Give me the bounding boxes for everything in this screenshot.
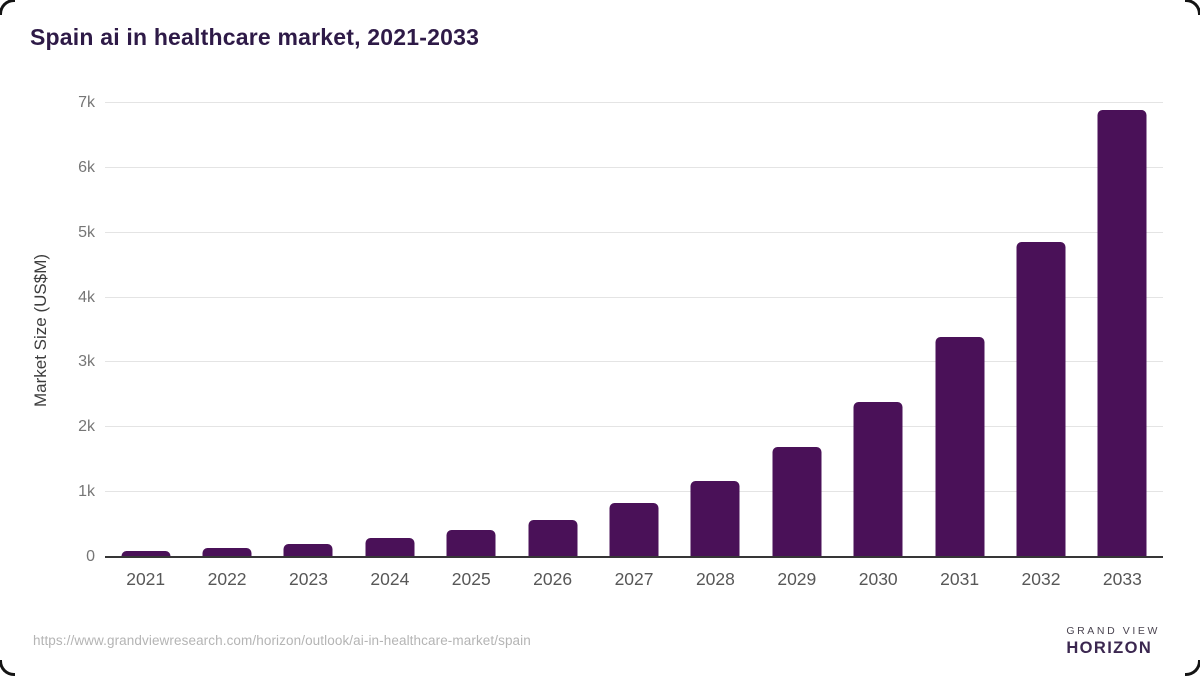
bar-slot-2027 xyxy=(593,103,674,557)
x-axis-labels: 2021 2022 2023 2024 2025 2026 2027 2028 2029 2030… xyxy=(105,569,1163,590)
gridline-5k xyxy=(105,231,1163,233)
bar-2033[interactable] xyxy=(1097,109,1147,557)
bar-2031[interactable] xyxy=(935,336,985,557)
bars-row xyxy=(105,103,1163,557)
bar-slot-2033 xyxy=(1082,103,1163,557)
x-label-2030: 2030 xyxy=(858,569,898,589)
x-label-2027: 2027 xyxy=(614,569,654,589)
bar-2023[interactable] xyxy=(283,544,333,557)
bar-slot-2024 xyxy=(349,103,430,557)
bar-slot-2031 xyxy=(919,103,1000,557)
bar-2024[interactable] xyxy=(365,537,415,557)
bar-slot-2022 xyxy=(186,103,267,557)
y-tick-1k: 1k xyxy=(78,483,95,501)
gridline-2k xyxy=(105,426,1163,428)
chart-title: Spain ai in healthcare market, 2021-2033 xyxy=(30,24,480,50)
y-tick-6k: 6k xyxy=(78,158,95,176)
logo-horizon-label: HORIZON xyxy=(1066,638,1153,657)
x-label-2031: 2031 xyxy=(940,569,980,589)
rounded-corner-bottom-right xyxy=(1185,660,1200,676)
gridline-6k xyxy=(105,166,1163,168)
gridline-4k xyxy=(105,296,1163,298)
y-tick-0: 0 xyxy=(86,548,95,565)
bar-2026[interactable] xyxy=(528,519,578,557)
logo-sun-icon xyxy=(1027,632,1046,641)
x-label-2029: 2029 xyxy=(777,569,817,589)
bar-slot-2028 xyxy=(675,103,756,557)
bar-2030[interactable] xyxy=(853,402,903,557)
y-axis-tick-labels: 0 1k 2k 3k 4k 5k 6k 7k xyxy=(0,95,95,565)
x-label-2025: 2025 xyxy=(451,569,491,589)
logo-text: GRAND VIEW HORIZON xyxy=(1066,625,1160,658)
rounded-corner-bottom-left xyxy=(0,660,15,676)
rounded-corner-top-right xyxy=(1185,0,1200,15)
bar-2022[interactable] xyxy=(202,547,252,557)
bar-2028[interactable] xyxy=(690,480,740,557)
x-label-2026: 2026 xyxy=(533,569,573,589)
bar-slot-2025 xyxy=(431,103,512,557)
bar-2029[interactable] xyxy=(772,447,822,557)
x-label-2024: 2024 xyxy=(370,569,410,589)
bar-slot-2023 xyxy=(268,103,349,557)
x-axis-line xyxy=(105,556,1163,558)
bar-2032[interactable] xyxy=(1016,242,1066,557)
x-label-2028: 2028 xyxy=(695,569,735,589)
y-tick-4k: 4k xyxy=(78,288,95,306)
logo-reflection-line-1 xyxy=(1029,645,1044,648)
y-tick-5k: 5k xyxy=(78,223,95,241)
x-label-2021: 2021 xyxy=(126,569,166,589)
bar-2027[interactable] xyxy=(609,502,659,557)
y-tick-2k: 2k xyxy=(78,418,95,436)
bar-slot-2032 xyxy=(1000,103,1081,557)
bar-2025[interactable] xyxy=(446,529,496,557)
rounded-corner-top-left xyxy=(0,0,15,15)
y-tick-3k: 3k xyxy=(78,353,95,371)
x-label-2023: 2023 xyxy=(289,569,328,589)
logo-grand-view-label: GRAND VIEW xyxy=(1066,624,1160,637)
x-label-2032: 2032 xyxy=(1021,569,1061,589)
x-label-2022: 2022 xyxy=(207,569,247,589)
gridline-7k xyxy=(105,102,1163,103)
bar-slot-2021 xyxy=(105,103,186,557)
bar-slot-2029 xyxy=(756,103,837,557)
logo-reflection-line-2 xyxy=(1032,651,1041,654)
source-url: https://www.grandviewresearch.com/horizo… xyxy=(33,633,531,648)
x-label-2033: 2033 xyxy=(1102,569,1142,589)
plot-area xyxy=(105,102,1163,558)
bar-slot-2030 xyxy=(838,103,919,557)
gridline-1k xyxy=(105,491,1163,493)
bar-2021[interactable] xyxy=(121,550,171,557)
y-tick-7k: 7k xyxy=(78,94,95,111)
gridline-3k xyxy=(105,361,1163,363)
grandview-horizon-logo[interactable]: GRAND VIEW HORIZON xyxy=(1015,620,1160,662)
bar-slot-2026 xyxy=(512,103,593,557)
horizon-sun-circle-icon xyxy=(1015,620,1057,662)
